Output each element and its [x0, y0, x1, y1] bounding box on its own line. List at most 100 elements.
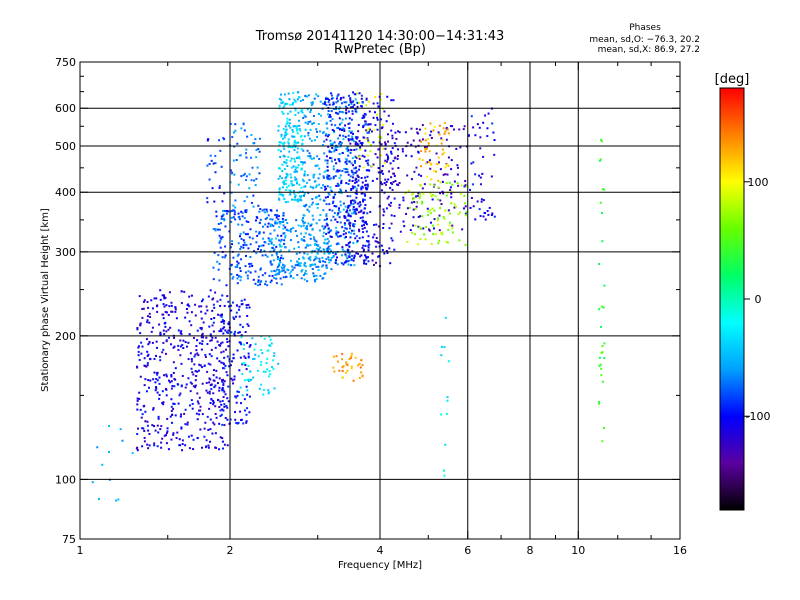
data-point: [426, 175, 429, 178]
data-point: [180, 427, 183, 430]
data-point: [431, 198, 434, 201]
data-point: [184, 316, 187, 319]
data-point: [243, 379, 246, 382]
data-point: [309, 264, 312, 267]
data-point: [374, 261, 377, 264]
data-point: [342, 263, 345, 266]
data-point: [163, 322, 166, 325]
data-point: [325, 138, 328, 141]
data-point: [194, 314, 197, 317]
data-point: [380, 93, 383, 96]
data-point: [386, 158, 389, 161]
data-point: [224, 364, 227, 367]
data-point: [261, 352, 264, 355]
data-point: [374, 95, 377, 98]
data-point: [312, 272, 315, 275]
data-point: [137, 350, 140, 353]
data-point: [282, 106, 285, 109]
data-point: [243, 200, 246, 203]
data-point: [459, 193, 462, 196]
data-point: [307, 131, 310, 134]
data-point: [415, 201, 418, 204]
data-point: [97, 498, 100, 501]
data-point: [373, 223, 376, 226]
data-point: [300, 148, 303, 151]
data-point: [382, 147, 385, 150]
data-point: [440, 413, 443, 416]
data-point: [376, 116, 379, 119]
data-point: [332, 177, 335, 180]
data-point: [442, 173, 445, 176]
data-point: [465, 185, 468, 188]
data-point: [356, 241, 359, 244]
data-point: [330, 110, 333, 113]
data-point: [366, 183, 369, 186]
data-point: [339, 204, 342, 207]
data-point: [282, 127, 285, 130]
data-point: [323, 199, 326, 202]
data-point: [367, 159, 370, 162]
data-point: [188, 404, 191, 407]
data-point: [438, 133, 441, 136]
data-point: [433, 125, 436, 128]
data-point: [255, 219, 258, 222]
data-point: [383, 182, 386, 185]
data-point: [211, 187, 214, 190]
data-point: [195, 374, 198, 377]
data-point: [350, 131, 353, 134]
data-point: [343, 129, 346, 132]
data-point: [233, 332, 236, 335]
data-point: [488, 206, 491, 209]
data-point: [146, 300, 149, 303]
data-point: [247, 221, 250, 224]
gridlines: [80, 62, 680, 539]
data-point: [222, 362, 225, 365]
data-point: [311, 250, 314, 253]
data-point: [346, 249, 349, 252]
data-point: [143, 357, 146, 360]
data-point: [328, 115, 331, 118]
data-point: [305, 203, 308, 206]
data-point: [303, 194, 306, 197]
data-point: [425, 145, 428, 148]
data-point: [199, 326, 202, 329]
data-point: [222, 367, 225, 370]
data-point: [346, 145, 349, 148]
data-point: [219, 342, 222, 345]
data-point: [344, 135, 347, 138]
data-point: [169, 415, 172, 418]
data-point: [248, 306, 251, 309]
data-point: [376, 128, 379, 131]
data-point: [219, 436, 222, 439]
data-point: [414, 207, 417, 210]
data-point: [359, 203, 362, 206]
data-point: [353, 160, 356, 163]
data-point: [206, 139, 209, 142]
data-point: [225, 404, 228, 407]
data-point: [479, 147, 482, 150]
data-point: [430, 212, 433, 215]
data-point: [318, 257, 321, 260]
data-point: [443, 346, 446, 349]
data-point: [147, 353, 150, 356]
data-point: [447, 132, 450, 135]
data-point: [304, 121, 307, 124]
data-point: [297, 241, 300, 244]
data-point: [350, 212, 353, 215]
data-point: [601, 380, 604, 383]
data-point: [289, 239, 292, 242]
data-point: [278, 243, 281, 246]
data-point: [418, 226, 421, 229]
data-point: [212, 278, 215, 281]
data-point: [287, 155, 290, 158]
data-point: [156, 371, 159, 374]
data-point: [345, 147, 348, 150]
data-point: [428, 161, 431, 164]
data-point: [221, 236, 224, 239]
data-point: [330, 190, 333, 193]
data-point: [333, 148, 336, 151]
data-point: [405, 154, 408, 157]
data-point: [272, 224, 275, 227]
data-point: [210, 339, 213, 342]
data-point: [322, 184, 325, 187]
